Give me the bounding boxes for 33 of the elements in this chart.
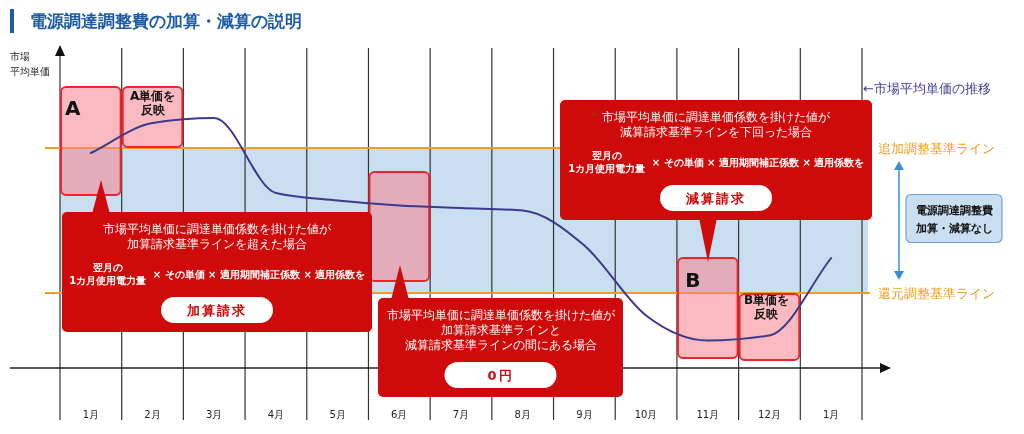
x-tick-label: 12月 <box>758 408 781 420</box>
annotation: 0円 <box>487 367 514 383</box>
annotation: × その単価 × 適用期間補正係数 × 適用係数を <box>651 156 865 168</box>
text: A単価を反映 <box>129 89 176 118</box>
x-tick-label: 8月 <box>514 408 531 420</box>
x-tick-label: 4月 <box>267 408 285 420</box>
annotation: B単価を反映 <box>743 293 790 322</box>
annotation: × その単価 × 適用期間補正係数 × 適用係数を <box>152 268 366 280</box>
annotation: 市場平均単価に調達単価係数を掛けた値が減算請求基準ラインを下回った場合 <box>602 109 831 139</box>
x-tick-label: 5月 <box>329 408 346 420</box>
annotation: 翌月の1カ月使用電力量 <box>69 262 147 287</box>
text: ←市場平均単価の推移 <box>863 80 991 96</box>
x-tick-label: 1月 <box>82 408 100 420</box>
annotation: 加算請求 <box>186 302 247 318</box>
x-tick-label: 7月 <box>452 408 470 420</box>
annotation: 市場平均単価に調達単価係数を掛けた値が加算請求基準ラインを超えた場合 <box>103 221 332 251</box>
annotation: B <box>685 268 701 293</box>
ref-line-label: 追加調整基準ライン <box>878 140 995 156</box>
y-axis-title: 市場平均単価 <box>10 51 50 78</box>
annotation: 減算請求 <box>685 190 746 206</box>
x-tick-label: 10月 <box>634 408 658 420</box>
ref-line-label: 還元調整基準ライン <box>878 285 995 301</box>
annotation: 翌月の1カ月使用電力量 <box>568 150 646 175</box>
annotation: A <box>65 96 82 121</box>
x-tick-label: 3月 <box>206 408 223 420</box>
x-tick-label: 6月 <box>391 408 408 420</box>
text: 電源調達調整費加算・減算なし <box>914 203 993 235</box>
x-tick-label: 11月 <box>696 408 720 420</box>
x-tick-label: 1月 <box>822 408 840 420</box>
x-tick-label: 9月 <box>576 408 593 420</box>
annotation: 市場平均単価に調達単価係数を掛けた値が加算請求基準ラインと減算請求基準ラインの間にある場合 <box>386 307 616 352</box>
x-tick-label: 2月 <box>144 408 161 420</box>
chart-title: 電源調達調整費の加算・減算の説明 <box>30 11 302 32</box>
